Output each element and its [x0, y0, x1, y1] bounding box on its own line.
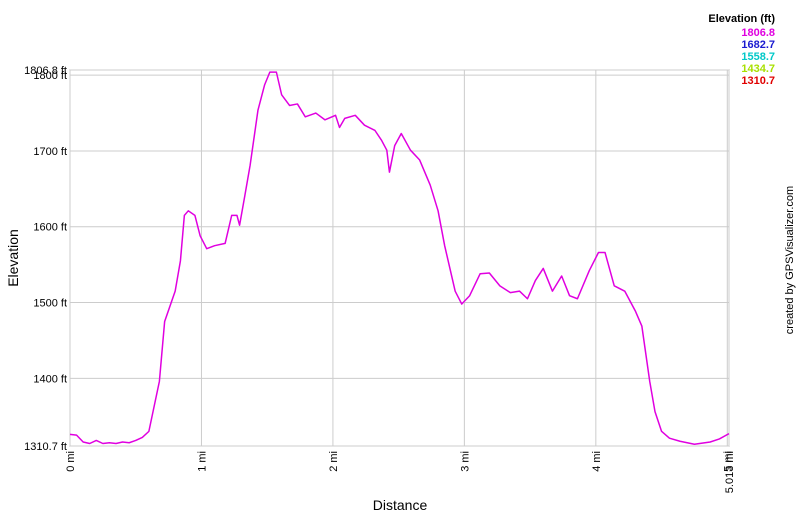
credit: created by GPSVisualizer.com — [784, 186, 796, 334]
legend-value: 1558.7 — [741, 51, 775, 63]
x-tick-label: 1 mi — [196, 451, 208, 472]
y-tick-label: 1500 ft — [33, 298, 67, 310]
x-tick-label: 2 mi — [328, 451, 340, 472]
x-tick-label: 3 mi — [459, 451, 471, 472]
legend-title: Elevation (ft) — [708, 13, 775, 25]
y-tick-label: 1310.7 ft — [24, 441, 67, 453]
legend-value: 1310.7 — [741, 75, 775, 87]
elevation-line — [69, 71, 730, 446]
y-tick-label: 1800 ft — [33, 70, 67, 82]
x-axis-label: Distance — [373, 497, 428, 513]
y-tick-label: 1806.8 ft — [24, 65, 67, 77]
y-tick-label: 1400 ft — [33, 373, 67, 385]
x-tick-label: 5.013 mi — [724, 451, 736, 493]
legend-value: 1806.8 — [741, 27, 775, 39]
y-tick-label: 1700 ft — [33, 146, 67, 158]
x-tick-label: 4 mi — [591, 451, 603, 472]
plot-area — [69, 69, 730, 447]
x-tick-label: 0 mi — [65, 451, 77, 472]
y-axis-label: Elevation — [5, 229, 21, 287]
legend-value: 1434.7 — [741, 63, 775, 75]
legend-value: 1682.7 — [741, 39, 775, 51]
y-tick-label: 1600 ft — [33, 222, 67, 234]
x-tick-label: 5 mi — [722, 451, 734, 472]
